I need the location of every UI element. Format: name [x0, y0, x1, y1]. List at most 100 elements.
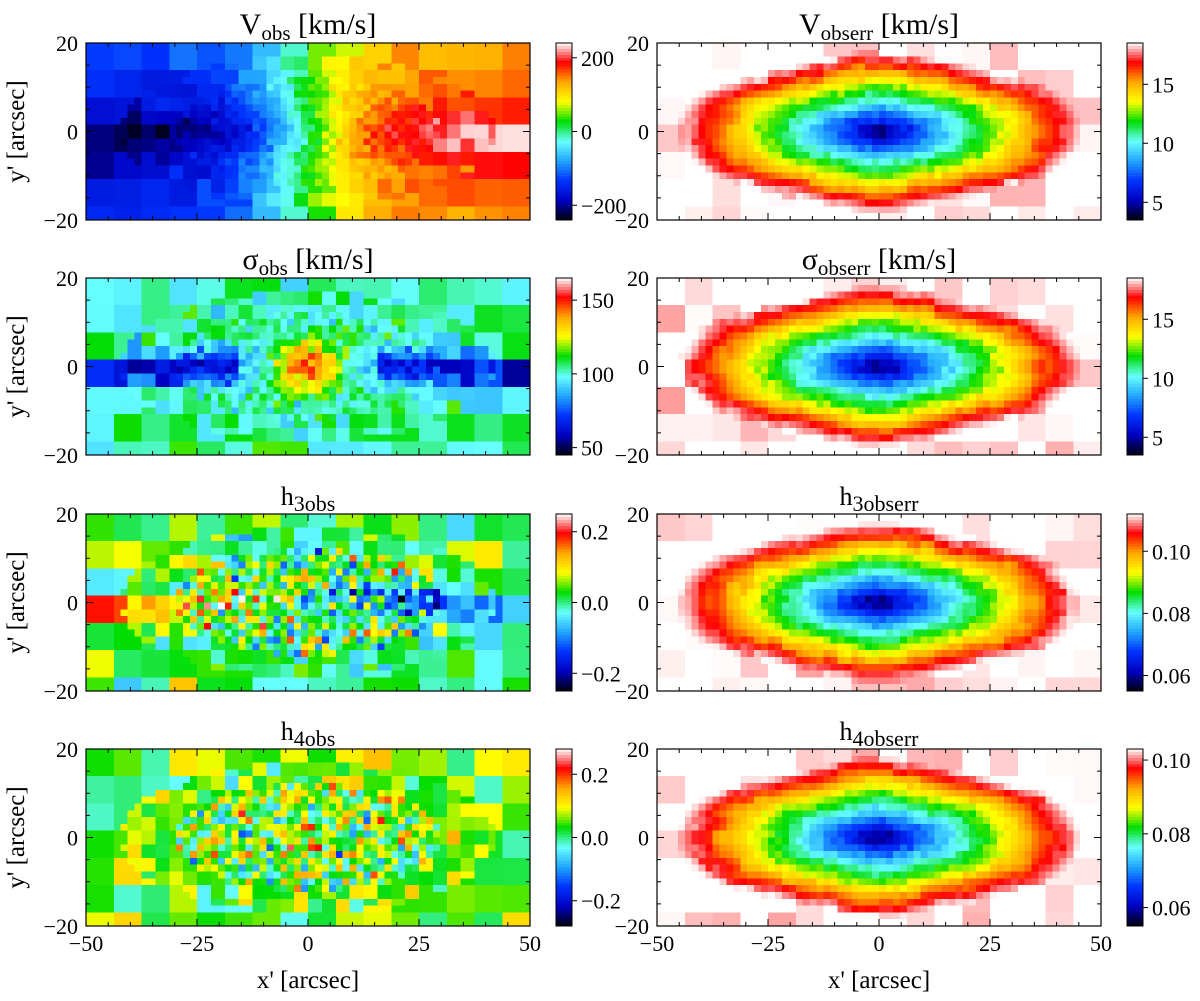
- heatmap-cell: [1038, 213, 1047, 221]
- heatmap-cell: [1087, 97, 1095, 105]
- heatmap-cell: [398, 318, 406, 327]
- heatmap-cell: [1087, 70, 1095, 78]
- heatmap-cell: [509, 185, 517, 194]
- heatmap-cell: [705, 90, 714, 99]
- heatmap-cell: [92, 104, 101, 112]
- heatmap-cell: [99, 104, 108, 112]
- heatmap-cell: [127, 124, 136, 133]
- heatmap-cell: [314, 145, 323, 153]
- heatmap-cell: [120, 312, 129, 320]
- heatmap-cell: [342, 213, 351, 221]
- heatmap-cell: [983, 138, 991, 146]
- heatmap-cell: [1031, 158, 1040, 167]
- heatmap-cell: [502, 305, 510, 313]
- heatmap-cell: [837, 131, 845, 139]
- heatmap-cell: [885, 56, 894, 65]
- heatmap-cell: [691, 165, 700, 173]
- heatmap-cell: [294, 339, 302, 347]
- heatmap-cell: [920, 104, 929, 112]
- heatmap-cell: [879, 185, 887, 194]
- heatmap-cell: [224, 305, 233, 313]
- heatmap-cell: [183, 359, 191, 368]
- heatmap-cell: [419, 305, 427, 313]
- heatmap-cell: [398, 284, 406, 293]
- colorbar-segment: [556, 131, 572, 135]
- heatmap-cell: [141, 352, 150, 361]
- heatmap-cell: [1094, 138, 1102, 146]
- heatmap-cell: [398, 393, 406, 402]
- heatmap-cell: [259, 179, 267, 187]
- heatmap-cell: [425, 291, 434, 300]
- heatmap-cell: [203, 373, 212, 381]
- heatmap-cell: [314, 318, 323, 327]
- heatmap-cell: [169, 414, 177, 422]
- heatmap-cell: [516, 179, 524, 187]
- heatmap-cell: [106, 131, 115, 139]
- heatmap-cell: [419, 359, 427, 368]
- heatmap-cell: [419, 312, 427, 320]
- heatmap-cell: [412, 339, 420, 347]
- y-tick-label: −20: [44, 208, 78, 233]
- heatmap-cell: [328, 158, 337, 167]
- heatmap-cell: [698, 192, 707, 201]
- heatmap-cell: [809, 179, 818, 187]
- heatmap-cell: [412, 312, 420, 320]
- heatmap-cell: [1017, 145, 1026, 153]
- heatmap-cell: [446, 151, 455, 160]
- heatmap-cell: [726, 43, 734, 51]
- heatmap-cell: [488, 77, 496, 85]
- heatmap-cell: [432, 97, 441, 105]
- heatmap-cell: [287, 124, 295, 133]
- heatmap-cell: [176, 192, 184, 201]
- heatmap-cell: [224, 124, 233, 133]
- heatmap-cell: [342, 278, 351, 286]
- heatmap-cell: [523, 111, 531, 119]
- heatmap-cell: [419, 158, 427, 167]
- heatmap-cell: [1052, 70, 1060, 78]
- heatmap-cell: [321, 346, 330, 354]
- heatmap-cell: [872, 124, 880, 133]
- heatmap-cell: [384, 63, 392, 71]
- heatmap-cell: [301, 318, 309, 327]
- heatmap-cell: [308, 192, 316, 201]
- heatmap-cell: [266, 420, 274, 429]
- heatmap-cell: [1073, 165, 1081, 173]
- heatmap-cell: [460, 104, 469, 112]
- heatmap-cell: [197, 298, 205, 306]
- heatmap-cell: [294, 393, 302, 402]
- heatmap-cell: [439, 278, 448, 286]
- heatmap-cell: [342, 298, 351, 306]
- heatmap-cell: [969, 56, 977, 65]
- heatmap-cell: [106, 352, 115, 361]
- title-base: V: [799, 8, 821, 41]
- heatmap-cell: [321, 70, 330, 78]
- heatmap-cell: [899, 117, 908, 126]
- heatmap-cell: [1066, 199, 1074, 207]
- heatmap-cell: [321, 291, 330, 300]
- heatmap-cell: [238, 111, 247, 119]
- colorbar-segment: [1127, 63, 1143, 68]
- heatmap-cell: [224, 332, 233, 340]
- heatmap-cell: [321, 131, 330, 139]
- heatmap-cell: [391, 90, 399, 99]
- heatmap-cell: [892, 83, 901, 92]
- heatmap-cell: [273, 366, 281, 374]
- heatmap-cell: [203, 420, 212, 429]
- heatmap-cell: [120, 158, 129, 167]
- heatmap-cell: [273, 185, 281, 194]
- heatmap-cell: [203, 305, 212, 313]
- heatmap-cell: [523, 278, 531, 286]
- heatmap-cell: [314, 138, 323, 146]
- heatmap-cell: [432, 332, 441, 340]
- heatmap-cell: [245, 305, 254, 313]
- heatmap-cell: [155, 172, 163, 180]
- heatmap-cell: [1038, 206, 1047, 214]
- heatmap-cell: [349, 124, 358, 133]
- heatmap-cell: [1010, 206, 1019, 214]
- heatmap-cell: [391, 373, 399, 381]
- heatmap-cell: [197, 332, 205, 340]
- heatmap-cell: [467, 199, 476, 207]
- heatmap-cell: [377, 339, 385, 347]
- heatmap-cell: [224, 117, 233, 126]
- heatmap-cell: [301, 298, 309, 306]
